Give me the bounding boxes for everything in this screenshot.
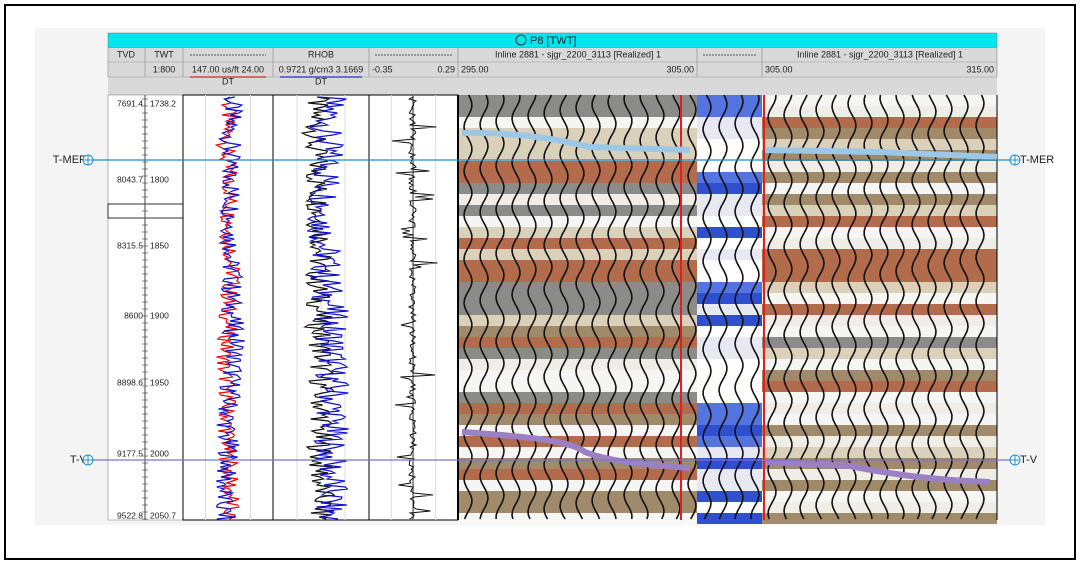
scale-label: 295.00 [461,64,489,74]
column-header: RHOB [308,49,334,59]
tvd-label: 9522.8 [117,510,143,520]
seismic-band [458,161,697,172]
seismic-band [697,392,762,403]
tvd-label: 8898.6 [117,377,143,387]
curve-name: DT [222,76,234,86]
marker-label: T-V [1020,454,1038,466]
seismic-band [458,172,697,183]
scale-label: 0.29 [437,64,455,74]
scale-label: 315.00 [966,64,994,74]
twt-label: 1950 [150,377,169,387]
seismic-band [458,260,697,271]
seismic-band [458,480,697,491]
seismic-band [697,304,762,315]
tvd-label: 8600 [124,310,143,320]
seismic-band [762,326,997,337]
seismic-band [762,282,997,293]
scale-label: 147.00 us/ft 24.00 [192,64,264,74]
seismic-band [458,348,697,359]
twt-label: 1900 [150,310,169,320]
seismic-band [697,172,762,183]
seismic-band [697,128,762,139]
seismic-band [697,348,762,359]
seismic-band [458,304,697,315]
title: P8 [TWT] [530,35,576,47]
scale-label: 0.9721 g/cm3 3.1669 [279,64,364,74]
scale-label: 305.00 [765,64,793,74]
seismic-band [697,260,762,271]
tvd-label: 8043.7 [117,174,143,184]
twt-label: 2050.7 [150,510,176,520]
tvd-label: 9177.5 [117,448,143,458]
twt-label: 2000 [150,448,169,458]
scale-label: 1:800 [153,64,176,74]
twt-label: 1850 [150,240,169,250]
seismic-band [762,414,997,425]
seismic-band [762,238,997,249]
seismic-band [458,216,697,227]
column-header: TWT [154,49,174,59]
scale-label: 305.00 [666,64,694,74]
seismic-band [697,216,762,227]
column-header: TVD [117,49,136,59]
seismic-band [458,392,697,403]
seismic-band [762,194,997,205]
column-header: Inline 2881 - sjgr_2200_3113 [Realized] … [797,49,963,59]
column-header: Inline 2881 - sjgr_2200_3113 [Realized] … [495,49,661,59]
marker-label: T-MER [1020,154,1054,166]
marker-label: T-MER [53,154,87,166]
seismic-band [762,502,997,513]
seismic-band [762,370,997,381]
seismic-band [697,480,762,491]
seismic-band [458,117,697,128]
twt-label: 1800 [150,174,169,184]
seismic-band [697,436,762,447]
tvd-label: 7691.4 [117,98,143,108]
twt-label: 1738.2 [150,98,176,108]
tvd-label: 8315.5 [117,240,143,250]
seismic-band [762,106,997,117]
curve-name: DT [315,76,327,86]
seismic-band [458,205,697,216]
scale-label: -0.35 [372,64,393,74]
well-section-window: P8 [TWT] TVD TWT RHOB Inline 2881 - sjgr_22… [0,0,1081,566]
